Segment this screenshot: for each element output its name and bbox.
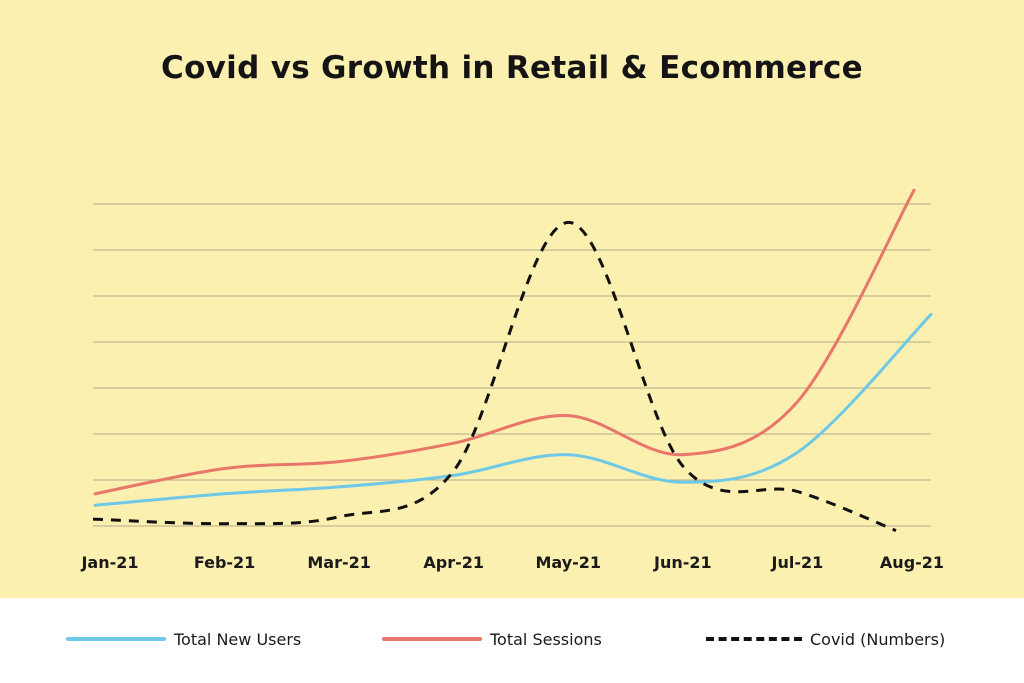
x-tick-label: Jan-21 bbox=[80, 553, 138, 572]
x-tick-label: Apr-21 bbox=[423, 553, 484, 572]
x-tick-labels: Jan-21 Feb-21 Mar-21 Apr-21 May-21 Jun-21 Jul-… bbox=[80, 553, 944, 572]
series-line-total-sessions bbox=[93, 188, 916, 496]
x-tick-label: Feb-21 bbox=[194, 553, 256, 572]
line-chart: Jan-21 Feb-21 Mar-21 Apr-21 May-21 Jun-21 Jul-… bbox=[80, 188, 944, 572]
legend-swatch bbox=[66, 637, 166, 641]
x-tick-label: Aug-21 bbox=[880, 553, 944, 572]
legend-item: Total Sessions bbox=[382, 628, 602, 650]
x-tick-label: Jul-21 bbox=[771, 553, 824, 572]
series-line-covid-numbers bbox=[92, 220, 897, 532]
legend-label: Total Sessions bbox=[490, 629, 602, 649]
legend: Total New Users Total Sessions Covid (Numb… bbox=[0, 598, 1024, 683]
legend-label: Covid (Numbers) bbox=[810, 629, 946, 649]
chart-panel: Covid vs Growth in Retail & Ecommerce Ja… bbox=[0, 0, 1024, 598]
gridlines bbox=[93, 203, 931, 527]
x-tick-label: Jun-21 bbox=[653, 553, 712, 572]
legend-item: Covid (Numbers) bbox=[706, 628, 945, 650]
legend-label: Total New Users bbox=[174, 629, 302, 649]
legend-swatch bbox=[382, 637, 482, 641]
legend-swatch bbox=[706, 637, 802, 641]
x-tick-label: May-21 bbox=[536, 553, 602, 572]
legend-item: Total New Users bbox=[66, 628, 301, 650]
series-lines bbox=[92, 188, 933, 532]
chart-title: Covid vs Growth in Retail & Ecommerce bbox=[161, 50, 863, 86]
series-line-total-new-users bbox=[93, 312, 933, 507]
x-tick-label: Mar-21 bbox=[307, 553, 371, 572]
